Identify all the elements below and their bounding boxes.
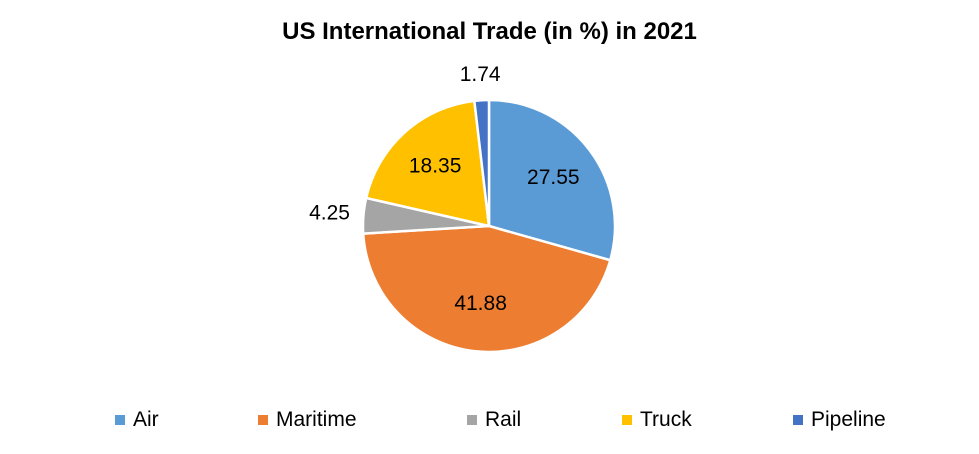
- legend-item-maritime: Maritime: [258, 405, 357, 435]
- legend-item-air: Air: [115, 405, 159, 435]
- legend-label-air: Air: [133, 408, 159, 431]
- pie-chart: 27.55 41.88 4.25 18.35 1.74: [309, 63, 617, 354]
- pie-slice-air: [487, 98, 617, 262]
- legend-swatch-rail: [467, 415, 477, 425]
- data-label-truck: 18.35: [409, 154, 462, 177]
- chart-title: US International Trade (in %) in 2021: [282, 18, 697, 45]
- legend-label-truck: Truck: [640, 408, 692, 431]
- legend: Air Maritime Rail Truck Pipeline: [0, 405, 979, 435]
- legend-swatch-maritime: [258, 415, 268, 425]
- pie-slice-maritime: [361, 224, 612, 354]
- legend-label-pipeline: Pipeline: [811, 408, 886, 431]
- data-label-pipeline: 1.74: [460, 63, 501, 86]
- legend-swatch-truck: [622, 415, 632, 425]
- legend-item-truck: Truck: [622, 405, 692, 435]
- pie-slices: [361, 98, 617, 354]
- legend-label-rail: Rail: [485, 408, 522, 431]
- legend-swatch-pipeline: [793, 415, 803, 425]
- data-label-maritime: 41.88: [454, 292, 507, 315]
- data-labels: 27.55 41.88 4.25 18.35 1.74: [309, 63, 579, 315]
- data-label-rail: 4.25: [309, 201, 350, 224]
- pie-slice-truck: [364, 99, 491, 228]
- data-label-air: 27.55: [527, 166, 580, 189]
- legend-item-rail: Rail: [467, 405, 521, 435]
- legend-swatch-air: [115, 415, 125, 425]
- pie-slice-pipeline: [473, 98, 491, 228]
- legend-item-pipeline: Pipeline: [793, 405, 886, 435]
- legend-label-maritime: Maritime: [276, 408, 357, 431]
